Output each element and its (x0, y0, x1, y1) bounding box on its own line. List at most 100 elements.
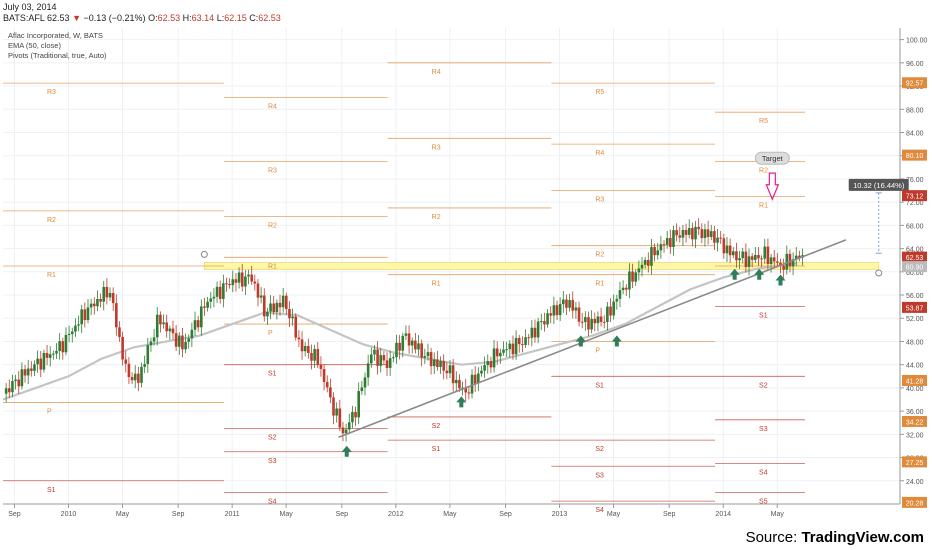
candle-body (587, 317, 590, 330)
y-tick-label: 84.00 (906, 130, 924, 137)
candle-body (80, 309, 83, 325)
candle-body (448, 365, 452, 374)
measure-badge (848, 178, 909, 191)
candle-body (631, 271, 634, 282)
candle-body (794, 255, 798, 260)
price-badge (902, 77, 927, 89)
candle-body (108, 293, 112, 298)
candle-body (159, 314, 162, 325)
candle-body (473, 374, 477, 384)
candle-body (14, 379, 17, 382)
candle-body (190, 329, 194, 339)
candle-body (624, 287, 628, 290)
price-chart[interactable]: 24.0028.0032.0036.0040.0044.0048.0052.00… (0, 28, 932, 520)
candle-body (127, 363, 131, 378)
pivot-label: R2 (759, 168, 768, 175)
pivot-label: S1 (759, 313, 768, 320)
candle-body (628, 271, 631, 290)
candle-body (706, 229, 710, 237)
candle-body (577, 307, 581, 322)
pivot-label: S2 (268, 435, 277, 442)
candle-body (432, 359, 436, 367)
candle-body (458, 379, 461, 389)
candle-body (17, 379, 21, 387)
pivot-label: S2 (759, 382, 768, 389)
candle-body (366, 363, 370, 378)
y-tick-label: 52.00 (906, 316, 924, 323)
price-badge (902, 456, 927, 468)
candle-body (146, 345, 150, 365)
candle-body (414, 340, 417, 350)
candle-body (74, 325, 77, 332)
x-tick-label: May (116, 511, 130, 518)
candle-body (640, 264, 644, 269)
candle-body (247, 274, 250, 277)
candle-body (470, 374, 474, 394)
y-tick-label: 36.00 (906, 409, 924, 416)
candle-body (133, 373, 137, 381)
candle-body (395, 342, 398, 358)
candle-body (536, 321, 540, 338)
candle-body (691, 228, 694, 240)
legend-entry: Pivots (Traditional, true, Auto) (8, 51, 107, 60)
candle-body (137, 373, 140, 383)
candle-body (253, 281, 257, 284)
last-price: 62.53 (47, 13, 70, 23)
candle-body (181, 335, 184, 350)
candle-body (203, 306, 206, 308)
candle-body (244, 276, 247, 287)
candle-body (4, 388, 8, 394)
pivot-label: S2 (595, 446, 604, 453)
candle-body (86, 307, 90, 321)
candle-body (240, 272, 244, 287)
candle-body (193, 320, 197, 330)
candle-body (58, 341, 61, 351)
candle-body (307, 345, 310, 354)
candle-body (596, 316, 600, 324)
candle-body (593, 318, 597, 324)
candle-body (392, 357, 395, 359)
legend-entry: Aflac Incorporated, W, BATS (8, 31, 103, 40)
candle-body (99, 298, 102, 302)
candle-body (140, 366, 143, 383)
quote-line: BATS:AFL 62.53 ▼ −0.13 (−0.21%) O:62.53 … (3, 13, 281, 23)
pivot-label: R5 (595, 89, 604, 96)
x-tick-label: Sep (499, 511, 512, 518)
up-arrow-icon (456, 396, 467, 408)
candle-body (445, 370, 449, 374)
pivot-label: P (268, 330, 273, 337)
pivot-label: P (759, 272, 764, 279)
candle-body (313, 349, 316, 361)
candle-body (67, 334, 71, 336)
candle-body (454, 379, 458, 384)
candle-body (486, 361, 490, 366)
candle-body (310, 353, 313, 361)
candle-body (388, 358, 392, 368)
pivot-label: S3 (268, 458, 277, 465)
candle-body (779, 262, 782, 266)
candle-body (697, 226, 700, 230)
y-tick-label: 88.00 (906, 107, 924, 114)
candle-body (7, 388, 11, 393)
candle-body (281, 295, 285, 308)
candle-body (757, 254, 760, 259)
pivot-label: P (47, 408, 52, 415)
candle-body (769, 257, 773, 265)
candle-body (552, 305, 556, 316)
candle-body (590, 318, 593, 330)
candle-body (524, 337, 527, 345)
y-tick-label: 24.00 (906, 479, 924, 486)
candle-body (64, 334, 68, 353)
candle-body (184, 341, 187, 350)
candle-body (776, 261, 779, 263)
ohlc-open: 62.53 (157, 13, 181, 23)
candle-body (760, 258, 763, 260)
pivot-label: S1 (47, 487, 56, 494)
candle-body (788, 253, 792, 267)
up-arrow-icon (729, 268, 740, 280)
price-badge (902, 301, 927, 313)
ohlc-open-key: O: (148, 13, 158, 23)
x-tick-label: May (280, 511, 294, 518)
candle-body (530, 327, 534, 338)
candle-body (143, 364, 146, 367)
